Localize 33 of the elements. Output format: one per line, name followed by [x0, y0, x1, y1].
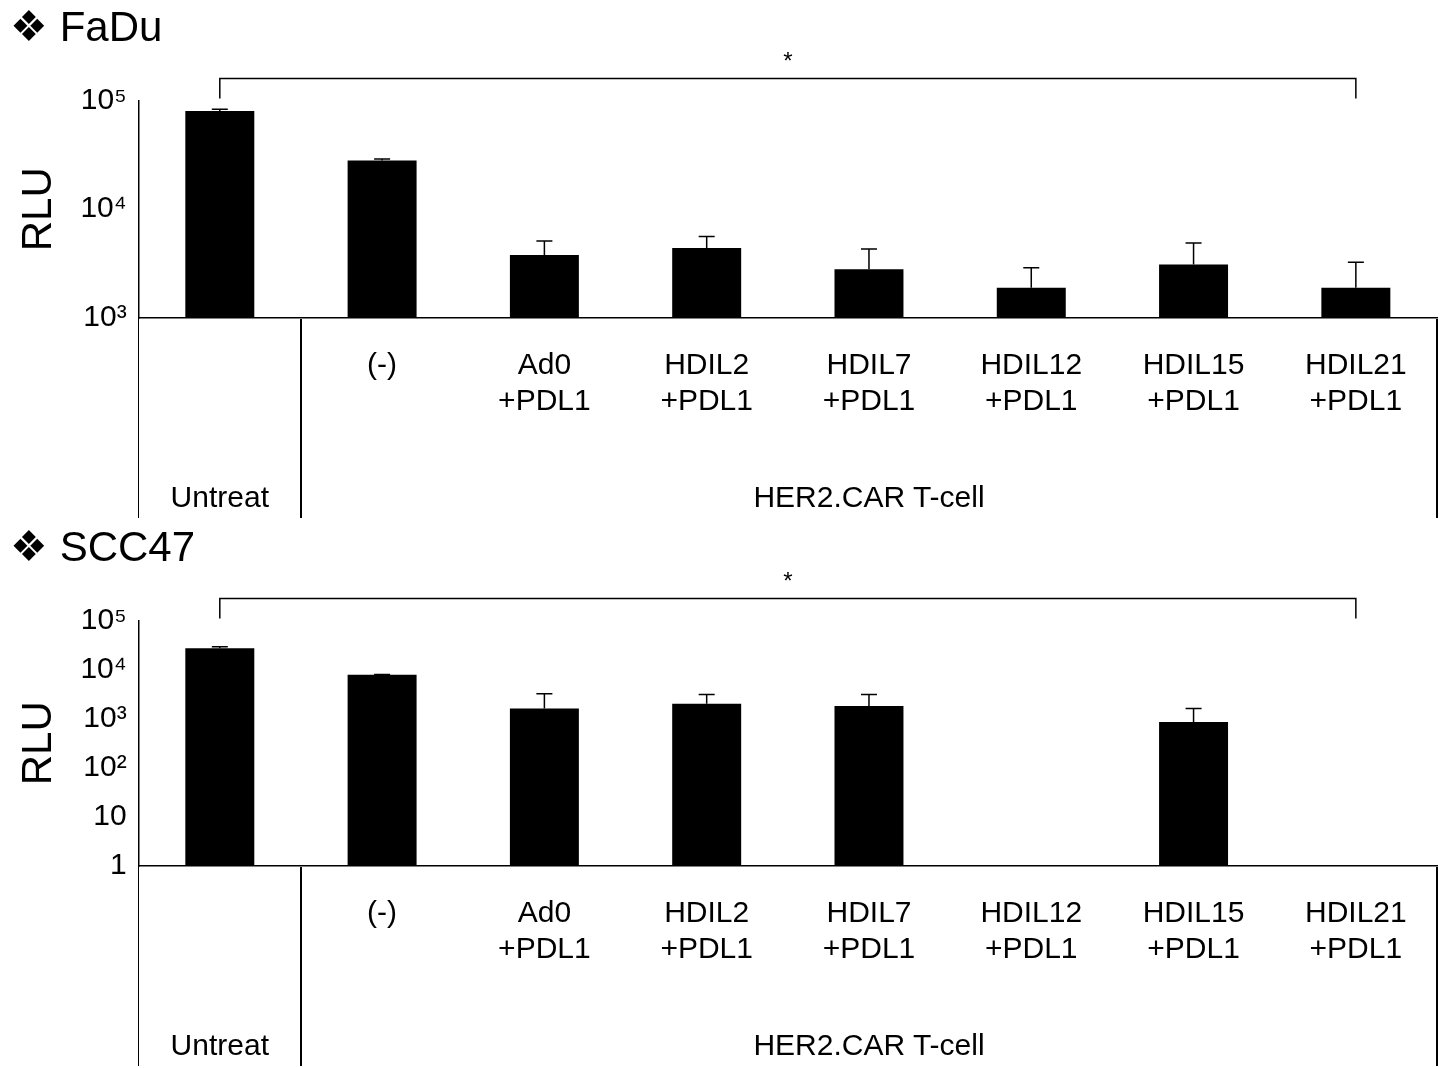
- text: HER2.CAR T-cell: [753, 1028, 985, 1062]
- y-axis-title: RLU: [12, 701, 60, 786]
- y-axis-title: RLU: [12, 167, 60, 252]
- x-tick-label: Ad0 +PDL1: [498, 895, 591, 965]
- text: Untreat: [170, 480, 270, 514]
- y-tick-label: 10³: [83, 699, 127, 733]
- y-tick-label: 10⁵: [80, 81, 127, 115]
- text: *: [783, 47, 793, 75]
- x-tick-label: HDIL15 +PDL1: [1142, 347, 1245, 417]
- y-tick-label: 10⁵: [80, 601, 127, 635]
- x-tick-label: HDIL7 +PDL1: [822, 347, 916, 417]
- x-tick-label: HDIL15 +PDL1: [1142, 895, 1245, 965]
- x-tick-label: HDIL21 +PDL1: [1304, 895, 1407, 965]
- chart-title: ❖ FaDu: [10, 2, 163, 50]
- y-tick-label: 10⁴: [80, 190, 127, 224]
- x-tick-label: Ad0 +PDL1: [498, 347, 591, 417]
- x-tick-label: HDIL7 +PDL1: [822, 895, 916, 965]
- x-tick-label: HDIL12 +PDL1: [980, 347, 1083, 417]
- chart-title: ❖ SCC47: [10, 522, 196, 570]
- x-tick-label: HDIL2 +PDL1: [660, 347, 753, 417]
- y-tick-label: 10³: [83, 299, 127, 333]
- y-tick-label: 10⁴: [80, 650, 127, 684]
- y-tick-label: 10: [93, 798, 127, 832]
- y-tick-label: 1: [109, 847, 127, 881]
- x-tick-label: (-): [367, 347, 398, 381]
- x-tick-label: HDIL12 +PDL1: [980, 895, 1083, 965]
- text: Untreat: [170, 1028, 270, 1062]
- x-tick-label: HDIL2 +PDL1: [660, 895, 753, 965]
- x-tick-label: HDIL21 +PDL1: [1304, 347, 1407, 417]
- y-tick-label: 10²: [83, 749, 127, 783]
- text: HER2.CAR T-cell: [753, 480, 985, 514]
- x-tick-label: (-): [367, 895, 398, 929]
- text: *: [783, 567, 793, 595]
